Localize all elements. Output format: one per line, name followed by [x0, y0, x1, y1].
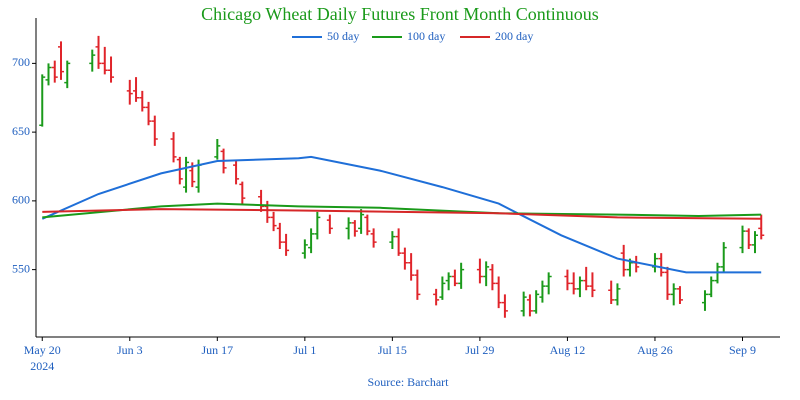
legend-label: 200 day — [495, 29, 533, 43]
source-note: Source: Barchart — [368, 375, 450, 389]
y-tick-label: 600 — [12, 193, 30, 207]
y-tick-label: 650 — [12, 124, 30, 138]
y-tick-label: 550 — [12, 261, 30, 275]
legend-label: 100 day — [407, 29, 445, 43]
x-tick-label: Aug 26 — [637, 343, 673, 357]
x-tick-label: Jul 1 — [293, 343, 316, 357]
chart-title: Chicago Wheat Daily Futures Front Month … — [201, 4, 599, 24]
x-tick-label: May 20 — [24, 343, 61, 357]
x-tick-label: Jun 17 — [201, 343, 233, 357]
ma-line — [42, 208, 762, 220]
x-tick-label: Sep 9 — [729, 343, 756, 357]
x-tick-label: Jul 15 — [378, 343, 407, 357]
y-tick-label: 700 — [12, 55, 30, 69]
legend-label: 50 day — [327, 29, 359, 43]
x-tick-label: Aug 12 — [550, 343, 586, 357]
x-tick-label: Jul 29 — [465, 343, 494, 357]
x-year-label: 2024 — [30, 359, 54, 373]
x-tick-label: Jun 3 — [117, 343, 143, 357]
ma-line — [42, 202, 762, 219]
ma-line — [41, 155, 762, 274]
